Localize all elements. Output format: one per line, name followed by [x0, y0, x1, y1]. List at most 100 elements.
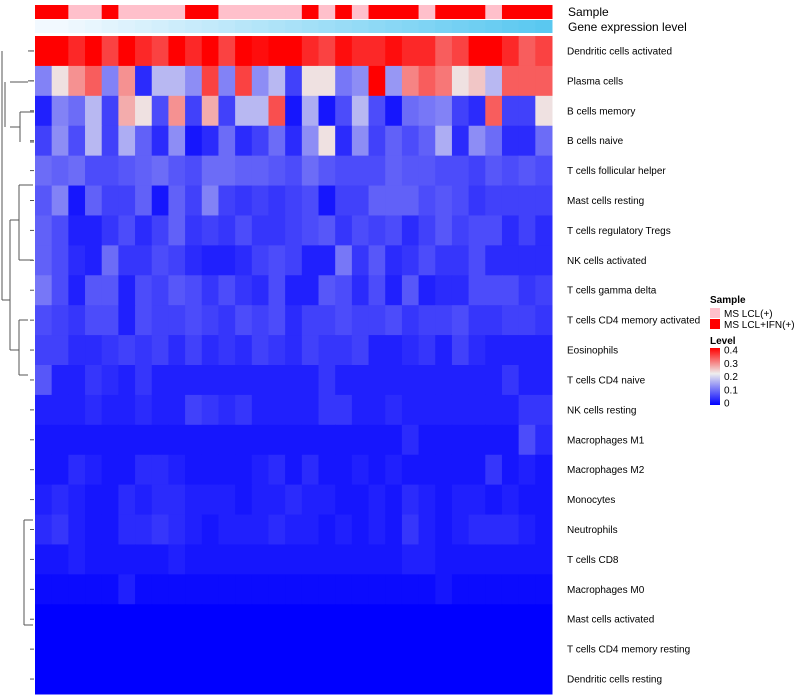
heatmap-cell: [501, 365, 520, 396]
heatmap-cell: [385, 275, 403, 306]
heatmap-cell: [318, 634, 336, 665]
heatmap-cell: [318, 604, 336, 635]
heatmap-cell: [501, 484, 520, 516]
heatmap-cell: [268, 275, 286, 306]
heatmap-cell: [235, 424, 253, 456]
heatmap-cell: [185, 634, 203, 665]
heatmap-cell: [501, 275, 520, 306]
heatmap-cell: [251, 424, 269, 456]
gene-expression-annotation-cell: [418, 20, 436, 33]
heatmap-cell: [201, 305, 219, 336]
heatmap-cell: [435, 215, 453, 246]
heatmap-cell: [101, 155, 119, 187]
heatmap-cell: [51, 36, 69, 67]
heatmap-cell: [168, 245, 186, 276]
heatmap-cell: [101, 365, 119, 396]
heatmap-cell: [285, 185, 303, 216]
gene-expression-annotation-cell: [318, 20, 336, 33]
heatmap-cell: [168, 365, 186, 396]
heatmap-cell: [518, 664, 536, 695]
heatmap-cell: [518, 36, 536, 67]
heatmap-cell: [118, 514, 136, 545]
heatmap-cell: [451, 574, 470, 605]
heatmap-cell: [401, 275, 420, 306]
heatmap-cell: [151, 484, 169, 516]
heatmap-cell: [235, 484, 253, 516]
heatmap-cell: [285, 365, 303, 396]
heatmap-cell: [368, 305, 386, 336]
heatmap-cell: [518, 484, 536, 516]
heatmap-cell: [435, 305, 453, 336]
heatmap-cell: [501, 65, 520, 97]
heatmap-cell: [218, 634, 236, 665]
heatmap-cell: [418, 245, 436, 276]
heatmap-cell: [385, 245, 403, 276]
gene-expression-annotation-cell: [368, 20, 386, 33]
gene-expression-annotation-cell: [251, 20, 269, 33]
heatmap-cell: [118, 484, 136, 516]
heatmap-cell: [35, 544, 53, 575]
heatmap-cell: [68, 394, 86, 426]
sample-annotation-cell: [435, 5, 453, 19]
heatmap-cell: [335, 335, 353, 366]
row-label: Mast cells resting: [567, 196, 644, 207]
sample-annotation-cell: [351, 5, 370, 19]
heatmap-cell: [251, 604, 269, 635]
heatmap-cell: [485, 365, 503, 396]
heatmap-cell: [418, 65, 436, 97]
heatmap-cell: [435, 155, 453, 187]
heatmap-cell: [118, 544, 136, 575]
heatmap-cell: [468, 65, 486, 97]
heatmap-cell: [51, 245, 69, 276]
row-label: Neutrophils: [567, 525, 618, 536]
heatmap-cell: [151, 664, 169, 695]
heatmap-cell: [451, 544, 470, 575]
heatmap-cell: [285, 394, 303, 426]
heatmap-cell: [401, 155, 420, 187]
heatmap-cell: [35, 36, 53, 67]
heatmap-cell: [251, 305, 269, 336]
row-label: B cells memory: [567, 106, 635, 117]
legend-swatch-ms-lcl: [710, 308, 720, 318]
heatmap-cell: [535, 424, 553, 456]
heatmap-cell: [268, 514, 286, 545]
heatmap-cell: [518, 454, 536, 486]
heatmap-cell: [435, 664, 453, 695]
heatmap-cell: [168, 484, 186, 516]
heatmap-cell: [351, 245, 370, 276]
heatmap-cell: [368, 454, 386, 486]
row-label: T cells gamma delta: [567, 286, 657, 297]
heatmap-cell: [335, 454, 353, 486]
heatmap-cell: [451, 335, 470, 366]
heatmap-cell: [85, 185, 103, 216]
sample-annotation-cell: [301, 5, 320, 19]
heatmap-cell: [51, 664, 69, 695]
legend-level-colorbar: [710, 348, 720, 405]
heatmap-cell: [85, 574, 103, 605]
heatmap-cell: [68, 245, 86, 276]
heatmap-cell: [235, 544, 253, 575]
heatmap-cell: [485, 155, 503, 187]
row-label: Mast cells activated: [567, 615, 654, 626]
legend-sample: Sample MS LCL(+) MS LCL+IFN(+): [710, 295, 795, 331]
heatmap-cell: [535, 394, 553, 426]
heatmap-cell: [168, 95, 186, 127]
heatmap-cell: [535, 65, 553, 97]
heatmap-cell: [535, 185, 553, 216]
heatmap-cell: [518, 514, 536, 545]
heatmap-cell: [285, 36, 303, 67]
heatmap-cell: [435, 245, 453, 276]
heatmap-cell: [135, 245, 153, 276]
heatmap-cell: [35, 484, 53, 516]
heatmap-cell: [401, 335, 420, 366]
heatmap-cell: [368, 394, 386, 426]
heatmap-cell: [268, 125, 286, 157]
heatmap-cell: [101, 574, 119, 605]
heatmap-cell: [151, 305, 169, 336]
sample-annotation-cell: [218, 5, 236, 19]
sample-annotation-cell: [335, 5, 353, 19]
heatmap-cell: [468, 36, 486, 67]
heatmap-cell: [201, 424, 219, 456]
heatmap-cell: [401, 365, 420, 396]
heatmap-cell: [468, 245, 486, 276]
